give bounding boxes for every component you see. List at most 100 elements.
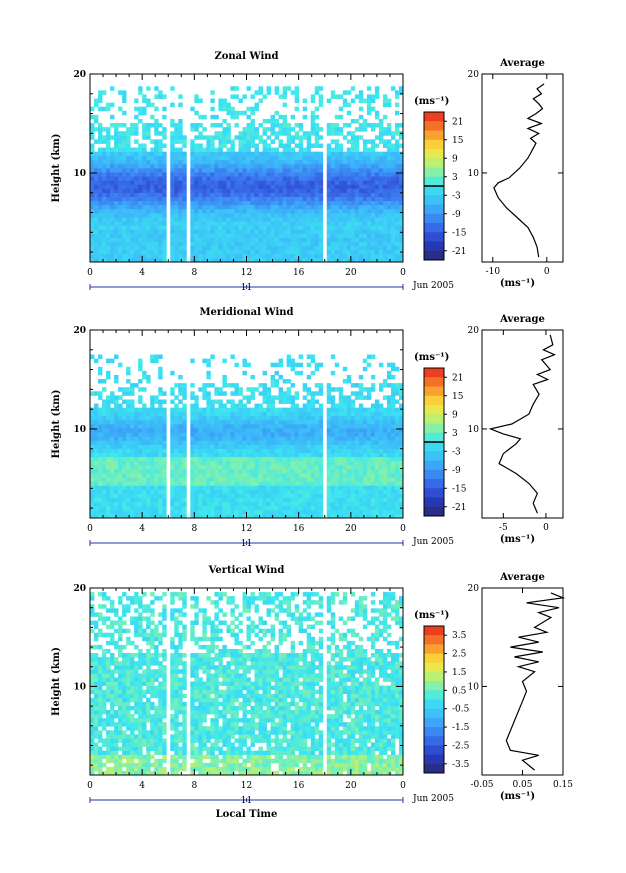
field-cell xyxy=(134,415,139,421)
field-cell xyxy=(262,221,267,226)
field-cell xyxy=(134,468,139,474)
field-cell xyxy=(274,237,279,242)
field-cell xyxy=(202,147,207,153)
field-cell xyxy=(286,493,292,498)
field-cell xyxy=(314,464,320,470)
field-cell xyxy=(182,188,187,193)
field-cell xyxy=(158,370,163,376)
field-cell xyxy=(230,468,235,474)
field-cell xyxy=(98,411,103,417)
field-cell xyxy=(210,464,215,470)
field-cell xyxy=(134,127,139,132)
field-cell xyxy=(114,501,119,507)
field-cell xyxy=(234,432,239,437)
field-cell xyxy=(366,208,372,214)
field-cell xyxy=(198,444,203,449)
field-cell xyxy=(230,229,235,234)
field-cell xyxy=(298,139,304,144)
field-cell xyxy=(226,513,231,519)
field-cell xyxy=(350,168,356,173)
field-cell xyxy=(266,135,271,140)
field-cell xyxy=(350,249,356,255)
colorbar-band xyxy=(424,167,444,178)
field-cell xyxy=(394,102,400,108)
field-cell xyxy=(342,237,348,242)
field-cell xyxy=(258,184,263,189)
field-cell xyxy=(378,180,384,185)
field-cell xyxy=(346,188,352,193)
field-cell xyxy=(146,176,151,181)
field-cell xyxy=(246,399,251,404)
field-cell xyxy=(154,217,159,222)
field-cell xyxy=(234,481,239,486)
field-cell xyxy=(234,428,239,433)
field-cell xyxy=(354,428,360,433)
field-cell xyxy=(122,176,127,181)
field-cell xyxy=(178,135,183,140)
field-cell xyxy=(318,200,324,206)
field-cell xyxy=(170,221,175,226)
field-cell xyxy=(274,196,279,202)
field-cell xyxy=(246,440,251,445)
field-cell xyxy=(306,221,312,226)
field-cell xyxy=(190,241,195,247)
field-cell xyxy=(366,481,372,486)
field-cell xyxy=(226,221,231,226)
field-cell xyxy=(238,229,243,234)
field-cell xyxy=(266,143,271,148)
field-cell xyxy=(378,509,384,515)
field-cell xyxy=(158,212,163,218)
field-cell xyxy=(138,159,143,165)
field-cell xyxy=(194,180,199,185)
average-y-tick-label: 20 xyxy=(468,70,480,80)
field-cell xyxy=(106,163,111,169)
field-cell xyxy=(242,444,247,449)
field-cell xyxy=(146,237,151,242)
field-cell xyxy=(122,493,127,498)
field-cell xyxy=(154,452,159,458)
field-cell xyxy=(290,489,296,494)
field-cell xyxy=(142,477,147,482)
field-cell xyxy=(342,477,348,482)
field-cell xyxy=(250,477,255,482)
field-cell xyxy=(338,172,344,177)
field-cell xyxy=(130,217,135,222)
field-cell xyxy=(122,98,127,104)
field-cell xyxy=(106,233,111,238)
field-cell xyxy=(394,155,400,161)
field-cell xyxy=(90,155,95,161)
field-cell xyxy=(358,151,364,157)
field-cell xyxy=(290,428,296,433)
field-cell xyxy=(130,456,135,462)
field-cell xyxy=(90,163,95,169)
field-cell xyxy=(342,212,348,218)
field-cell xyxy=(290,253,296,259)
field-cell xyxy=(282,456,288,462)
field-cell xyxy=(174,184,179,189)
field-cell xyxy=(110,428,115,433)
field-cell xyxy=(118,444,123,449)
field-cell xyxy=(118,147,123,153)
field-cell xyxy=(154,505,159,511)
field-cell xyxy=(230,221,235,226)
field-cell xyxy=(334,362,340,368)
field-cell xyxy=(206,436,211,441)
field-cell xyxy=(194,411,199,417)
field-cell xyxy=(178,188,183,193)
field-cell xyxy=(118,432,123,437)
field-cell xyxy=(246,208,251,214)
field-cell xyxy=(326,155,332,161)
field-cell xyxy=(250,123,255,128)
field-cell xyxy=(338,481,344,486)
field-cell xyxy=(298,501,304,507)
field-cell xyxy=(162,460,167,466)
x-tick-label: 12 xyxy=(241,268,252,278)
field-cell xyxy=(310,196,316,202)
field-cell xyxy=(158,180,163,185)
field-cell xyxy=(182,217,187,222)
field-cell xyxy=(142,188,147,193)
field-cell xyxy=(106,395,111,400)
field-cell xyxy=(110,159,115,165)
field-cell xyxy=(226,102,231,108)
field-cell xyxy=(162,407,167,413)
